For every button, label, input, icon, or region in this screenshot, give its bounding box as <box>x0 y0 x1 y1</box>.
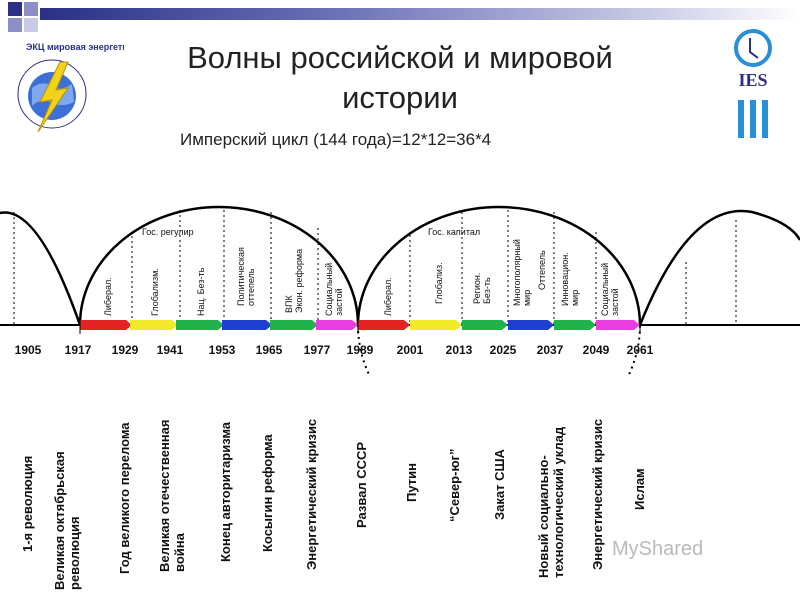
year-label: 2013 <box>445 343 473 357</box>
event-label: Энергетический кризис <box>304 418 319 570</box>
phase-arrow-green <box>462 320 508 330</box>
year-label: 1977 <box>303 343 331 357</box>
year-label: 2025 <box>489 343 517 357</box>
year-label: 2049 <box>582 343 610 357</box>
year-label: 2061 <box>626 343 654 357</box>
phase-arrow-green <box>176 320 224 330</box>
header-square <box>24 18 38 32</box>
event-label: Энергетический кризис <box>590 418 605 570</box>
header-square <box>24 2 38 16</box>
segment-label: Глобализ. <box>434 262 444 304</box>
event-label: Конец авторитаризма <box>218 421 233 562</box>
event-label: Великая отечественная война <box>157 419 187 572</box>
year-label: 2001 <box>396 343 424 357</box>
segment-label: Регион. Без-ть <box>472 272 492 304</box>
phase-arrow-blue <box>222 320 272 330</box>
segment-label: Многополярный мир <box>512 239 532 306</box>
header-square <box>8 18 22 32</box>
year-label: 1905 <box>14 343 42 357</box>
event-label: Закат США <box>492 449 507 520</box>
ies-logo-text: IES <box>738 70 767 90</box>
year-label: 1941 <box>156 343 184 357</box>
energy-globe-logo: ЭКЦ мировая энергетика <box>17 42 124 133</box>
title-line-2: истории <box>342 80 458 115</box>
header-gradient-bar <box>40 8 800 20</box>
watermark: MyShared <box>612 538 704 560</box>
tick-marks <box>79 318 641 334</box>
wave-arc <box>356 205 642 326</box>
phase-arrow-magenta <box>596 320 640 330</box>
phase-arrow-red <box>358 320 410 330</box>
segment-label: Социальный застой <box>600 262 620 316</box>
segment-label: Политическая оттепель <box>236 247 256 306</box>
label-gos-regulir: Гос. регулир <box>142 227 194 237</box>
segment-label: Оттепель <box>537 250 547 290</box>
event-label: Год великого перелома <box>117 422 132 574</box>
ies-logo: IES <box>734 29 772 138</box>
phase-arrow-yellow <box>130 320 178 330</box>
event-label: 1-я революция <box>20 455 35 552</box>
wave-arc <box>78 205 360 326</box>
event-label: Косыгин реформа <box>260 434 275 552</box>
division-lines <box>13 210 737 325</box>
event-label: Путин <box>404 463 419 502</box>
cycle-subtitle: Имперский цикл (144 года)=12*12=36*4 <box>180 130 492 149</box>
logo-text: ЭКЦ мировая энергетика <box>26 42 124 52</box>
event-label: Великая октябрьская революция <box>52 451 82 590</box>
segment-label: ВПК Экон. реформа <box>284 248 304 313</box>
phase-arrow-magenta <box>316 320 358 330</box>
header-decoration <box>0 0 800 32</box>
year-label: 1917 <box>64 343 92 357</box>
page-title: Волны российской и мировой истории <box>150 38 650 118</box>
wave-diagram <box>0 205 800 375</box>
year-label: 1965 <box>255 343 283 357</box>
phase-arrow-blue <box>508 320 554 330</box>
phase-arrows <box>80 320 640 330</box>
wave-arc <box>0 211 82 326</box>
phase-arrow-green <box>554 320 596 330</box>
header-square <box>8 2 22 16</box>
event-label: Развал СССР <box>354 441 369 528</box>
segment-label: Либерал. <box>103 277 113 316</box>
year-label: 2037 <box>536 343 564 357</box>
segment-label: Социальный застой <box>324 262 344 316</box>
label-gos-kapital: Гос. капитал <box>428 227 481 237</box>
segment-label: Нац. Без-ть <box>196 267 206 316</box>
year-label: 1989 <box>346 343 374 357</box>
wave-arc <box>638 209 800 326</box>
year-label: 1953 <box>208 343 236 357</box>
event-label: Новый социально-технологический уклад <box>536 426 566 578</box>
segment-label: Либерал. <box>383 277 393 316</box>
segment-label: Глобализм. <box>150 268 160 316</box>
phase-arrow-yellow <box>410 320 462 330</box>
segment-label: Инновацион. мир <box>560 252 580 306</box>
phase-arrow-red <box>80 320 132 330</box>
year-label: 1929 <box>111 343 139 357</box>
event-label: Ислам <box>632 468 647 510</box>
event-label: “Север-юг” <box>447 448 462 522</box>
title-line-1: Волны российской и мировой <box>187 40 613 75</box>
phase-arrow-green <box>270 320 318 330</box>
